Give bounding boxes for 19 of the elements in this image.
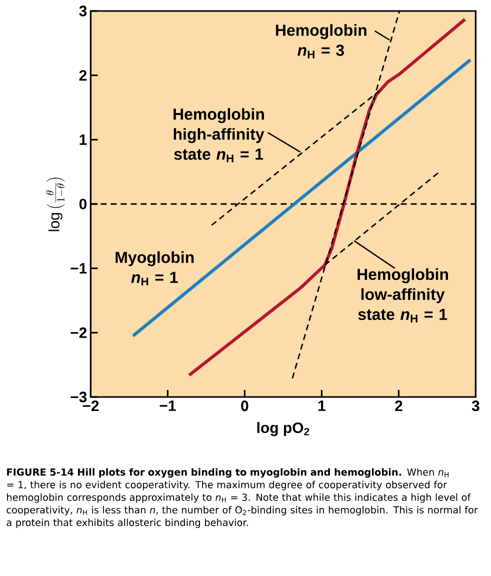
y-tick-label: 1 [80, 134, 87, 145]
x-tick-label: −1 [160, 400, 176, 411]
y-tick-label: 0 [79, 198, 87, 210]
y-tick-label: −1 [70, 263, 87, 274]
x-tick-label: 2 [395, 400, 402, 412]
annotation: Myoglobin n$_{H}$ = 1 [116, 251, 194, 286]
text: FIGURE 5-14 Hill plots for oxygen binding to myoglobin and hemoglobin. When n$_{H}$ = 1, there is no evident cooperativity. The maximum degree of cooperativity observed for hemoglobin corresponds approximately to n$_{H}$ = 3. Note that while this indicates a high level of cooperativity, n$_{H}$ is less than n, the number of O$_{2}$-binding sites in hemoglobin. This is normal for a protein that exhibits allosteric binding behavior. [6, 468, 478, 528]
y-tick-label: −2 [70, 327, 87, 338]
x-tick-label: 0 [241, 400, 248, 412]
y-tick-label: 3 [79, 6, 87, 16]
annotation: Hemoglobin low-affinity state n$_{H}$ = 1 [358, 268, 448, 322]
annotation: Hemoglobin high-affinity state n$_{H}$ = 1 [174, 108, 264, 162]
x-tick-label: 3 [472, 400, 480, 412]
x-axis-title: log pO$_{2}$ [257, 422, 310, 436]
x-tick-label: 1 [318, 400, 326, 411]
y-axis-title: $\log\left(\frac{\theta}{1-\theta}\right)$ [46, 178, 65, 232]
annotation: Hemoglobin n$_{H}$ = 3 [276, 24, 366, 58]
y-tick-label: −3 [70, 392, 87, 402]
y-tick-label: 2 [79, 70, 87, 81]
